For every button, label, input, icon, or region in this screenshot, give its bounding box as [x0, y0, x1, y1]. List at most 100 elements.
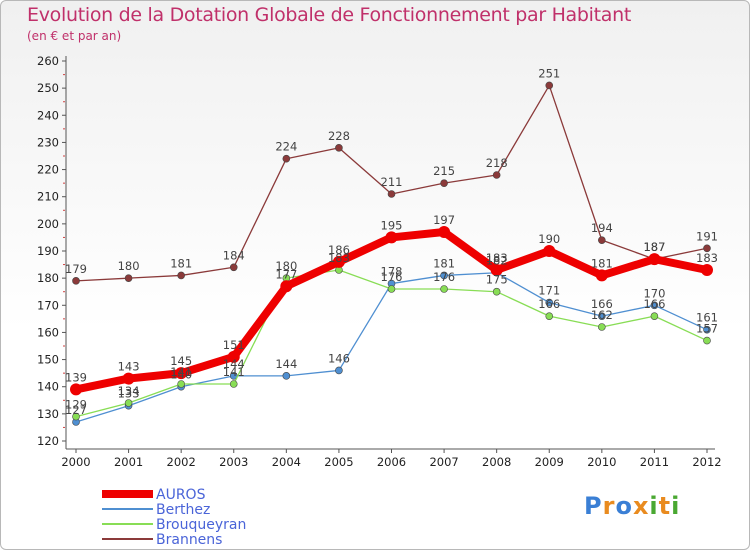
x-tick-label: 2012: [692, 455, 721, 469]
data-point-berthez: [440, 271, 448, 280]
data-label-berthez: 144: [223, 357, 245, 371]
data-label-brouqueyran: 141: [223, 365, 245, 379]
data-label-brouqueyran: 176: [433, 270, 455, 284]
logo-letter: P: [584, 492, 603, 520]
data-point-brannens: [229, 263, 238, 272]
data-label-auros: 143: [118, 360, 140, 374]
data-label-brannens: 194: [591, 221, 613, 235]
data-point-brannens: [703, 244, 711, 253]
logo-letter: o: [615, 492, 633, 520]
data-point-brannens: [440, 179, 448, 187]
data-label-auros: 183: [696, 251, 718, 265]
legend-label-auros: AUROS: [156, 487, 206, 503]
data-point-brouqueyran: [177, 380, 185, 388]
x-tick-label: 2001: [114, 455, 143, 469]
logo-letter: x: [632, 492, 650, 520]
data-point-brouqueyran: [650, 312, 659, 320]
data-point-berthez: [650, 301, 659, 310]
data-label-brouqueyran: 175: [486, 273, 508, 287]
data-label-brouqueyran: 176: [381, 270, 403, 284]
y-tick-label: 150: [37, 353, 59, 367]
x-tick-label: 2011: [640, 455, 669, 469]
x-tick-label: 2002: [167, 455, 196, 469]
data-label-brannens: 179: [65, 262, 87, 276]
logo-letter: t: [658, 492, 672, 520]
y-tick-label: 180: [37, 271, 59, 285]
data-label-auros: 145: [170, 354, 192, 368]
data-label-auros: 151: [223, 338, 245, 352]
data-label-brouqueyran: 157: [696, 322, 718, 336]
data-point-brouqueyran: [492, 287, 501, 296]
data-label-berthez: 170: [643, 286, 665, 300]
proxiti-logo: Proxiti: [584, 492, 680, 520]
data-point-brannens: [545, 81, 554, 90]
legend-label-brouqueyran: Brouqueyran: [156, 517, 246, 533]
data-label-brannens: 184: [223, 248, 245, 262]
data-label-brannens: 191: [696, 229, 718, 243]
data-label-brannens: 181: [170, 256, 192, 270]
data-point-berthez: [335, 366, 343, 375]
data-label-berthez: 178: [381, 265, 403, 279]
data-point-auros: [332, 255, 345, 268]
y-tick-label: 130: [37, 407, 59, 421]
logo-letter: i: [671, 492, 681, 520]
y-tick-label: 200: [37, 217, 59, 231]
chart-title: Evolution de la Dotation Globale de Fonc…: [27, 4, 632, 26]
y-tick-label: 240: [37, 108, 59, 122]
data-label-brouqueyran: 141: [170, 365, 192, 379]
data-point-auros: [385, 231, 398, 244]
x-tick-label: 2008: [482, 455, 511, 469]
data-label-brannens: 218: [486, 156, 508, 170]
data-point-auros: [701, 264, 713, 276]
data-label-berthez: 140: [170, 368, 192, 382]
data-label-auros: 187: [643, 240, 665, 254]
x-tick-label: 2007: [429, 455, 458, 469]
data-point-brannens: [72, 277, 80, 285]
chart-subtitle: (en € et par an): [27, 29, 122, 43]
data-label-auros: 183: [486, 251, 508, 265]
data-point-auros: [543, 245, 556, 257]
data-label-berthez: 166: [591, 297, 613, 311]
x-tick-label: 2010: [587, 455, 616, 469]
y-tick-label: 140: [37, 380, 59, 394]
data-label-brouqueyran: 180: [275, 259, 297, 273]
data-label-brannens: 187: [643, 240, 665, 254]
y-tick-label: 250: [37, 81, 59, 95]
y-tick-label: 160: [37, 325, 59, 339]
data-point-brouqueyran: [440, 285, 448, 293]
x-tick-label: 2006: [377, 455, 406, 469]
x-tick-label: 2005: [324, 455, 353, 469]
data-label-brannens: 251: [538, 66, 560, 80]
data-label-berthez: 171: [538, 284, 560, 298]
data-point-brouqueyran: [703, 336, 711, 345]
y-tick-label: 190: [37, 244, 59, 258]
data-label-brouqueyran: 166: [643, 297, 665, 311]
y-tick-label: 220: [37, 163, 59, 177]
logo-letter: r: [602, 492, 616, 520]
data-label-brouqueyran: 183: [328, 251, 350, 265]
data-label-brannens: 211: [381, 175, 403, 189]
data-point-berthez: [703, 325, 711, 334]
data-point-auros: [438, 226, 451, 238]
y-tick-label: 210: [37, 190, 59, 204]
data-point-auros: [227, 350, 240, 363]
data-label-brannens: 228: [328, 129, 350, 143]
data-label-brouqueyran: 134: [118, 384, 140, 398]
data-label-berthez: 133: [118, 387, 140, 401]
data-point-brouqueyran: [545, 312, 554, 320]
data-point-auros: [280, 280, 293, 293]
y-tick-label: 230: [37, 135, 59, 149]
data-point-auros: [595, 269, 608, 282]
data-point-brouqueyran: [124, 399, 133, 407]
data-point-auros: [490, 264, 503, 276]
data-label-berthez: 182: [486, 254, 508, 268]
data-point-brouqueyran: [598, 323, 606, 331]
data-point-brannens: [492, 171, 501, 179]
data-label-auros: 181: [591, 256, 613, 270]
data-point-brannens: [598, 236, 606, 244]
data-label-brouqueyran: 162: [591, 308, 613, 322]
data-label-berthez: 146: [328, 351, 350, 365]
data-point-auros: [122, 372, 135, 385]
data-point-brouqueyran: [72, 412, 80, 421]
data-label-berthez: 127: [65, 403, 87, 417]
